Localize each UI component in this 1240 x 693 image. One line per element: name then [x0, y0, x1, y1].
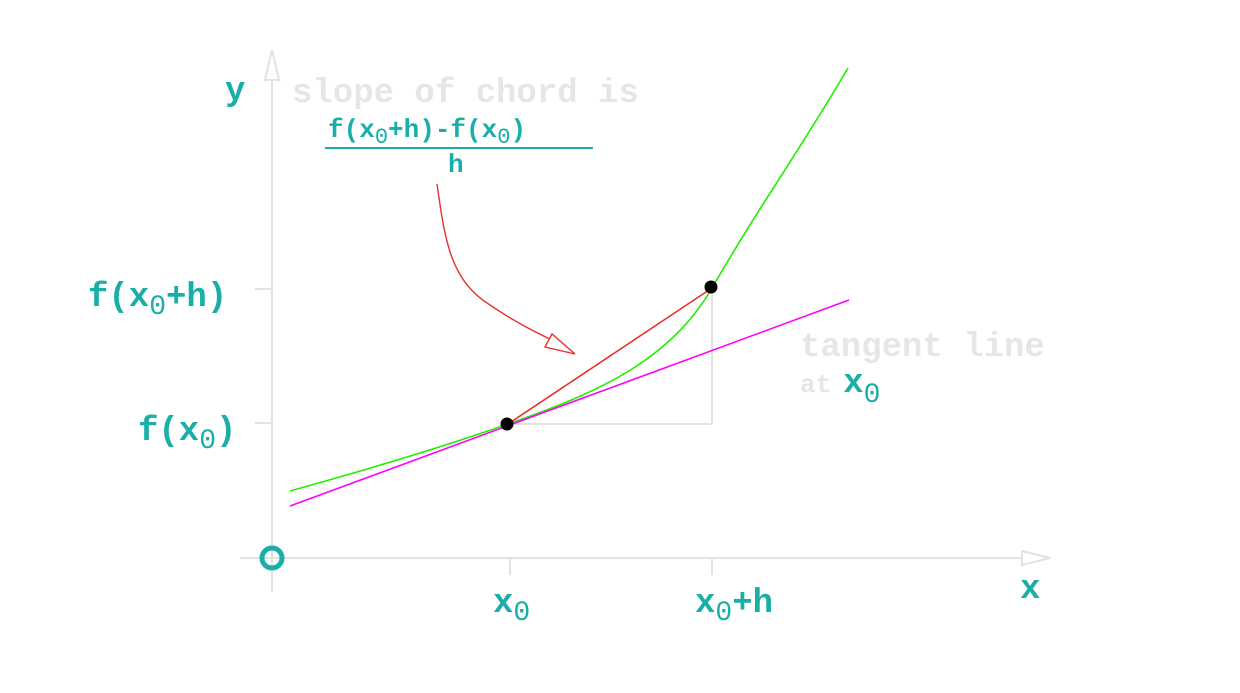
function-curve [289, 67, 849, 492]
x-axis-label: x [1020, 571, 1040, 609]
tangent-line [289, 299, 850, 507]
difference-quotient-numerator: f(x0+h)-f(x0) [328, 115, 526, 150]
chord-caption: slope of chord is [292, 75, 639, 113]
axes [240, 49, 1051, 592]
fx0-tick-label: f(x0) [138, 413, 236, 457]
tangent-caption: tangent line [800, 329, 1045, 367]
y-axis-arrow [263, 49, 281, 81]
origin-marker [259, 545, 285, 571]
annotation-arrow [436, 183, 557, 343]
chord-line [507, 287, 713, 425]
x-axis-arrow [1021, 549, 1051, 567]
point-x0h [704, 280, 718, 294]
x0-tick-label: x0 [493, 585, 530, 629]
difference-quotient-denominator: h [448, 150, 464, 180]
fx0h-tick-label: f(x0+h) [88, 279, 227, 323]
annotation-arrowhead [543, 332, 576, 355]
point-x0 [500, 417, 514, 431]
x0h-tick-label: x0+h [695, 585, 773, 629]
tangent-caption-at: at x0 [800, 365, 880, 411]
y-axis-label: y [225, 73, 245, 111]
